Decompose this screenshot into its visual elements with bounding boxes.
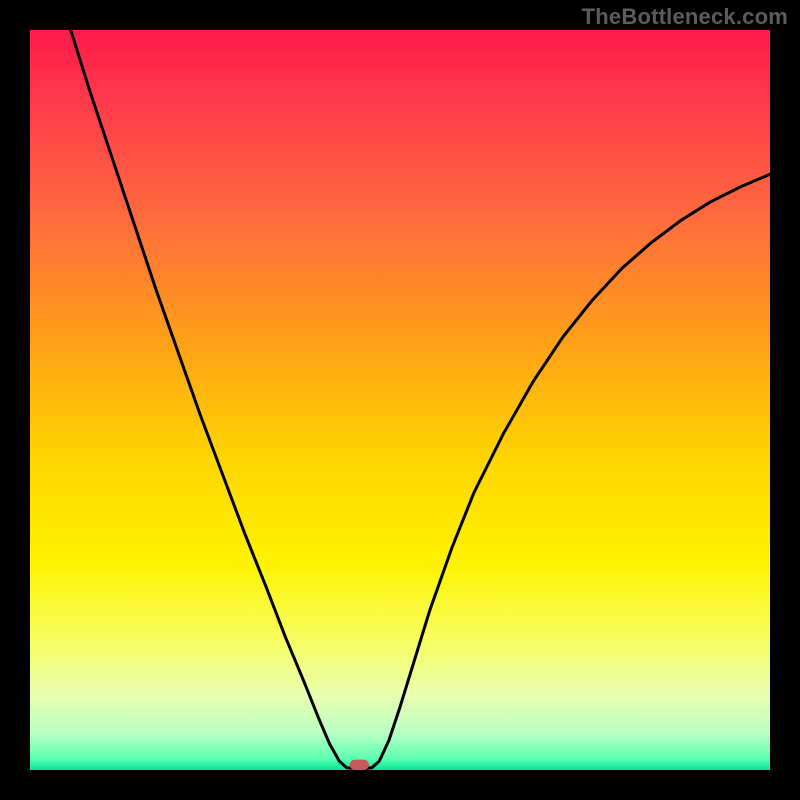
plot-area bbox=[30, 30, 770, 770]
gradient-background bbox=[30, 30, 770, 770]
source-watermark: TheBottleneck.com bbox=[582, 4, 788, 30]
figure-canvas: TheBottleneck.com bbox=[0, 0, 800, 800]
optimum-marker bbox=[350, 760, 369, 770]
